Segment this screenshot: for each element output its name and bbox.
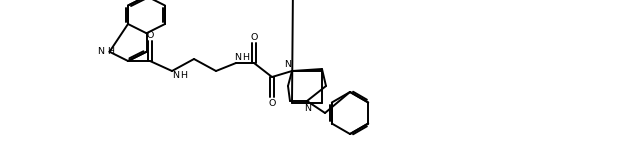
- Text: O: O: [251, 32, 258, 41]
- Text: O: O: [268, 98, 276, 107]
- Text: N: N: [305, 103, 312, 112]
- Text: O: O: [146, 31, 154, 39]
- Text: N: N: [234, 53, 241, 61]
- Text: H: H: [107, 47, 114, 56]
- Text: H: H: [242, 53, 249, 61]
- Text: N: N: [173, 71, 180, 80]
- Text: H: H: [181, 71, 188, 80]
- Text: N: N: [97, 47, 104, 56]
- Text: N: N: [284, 59, 291, 68]
